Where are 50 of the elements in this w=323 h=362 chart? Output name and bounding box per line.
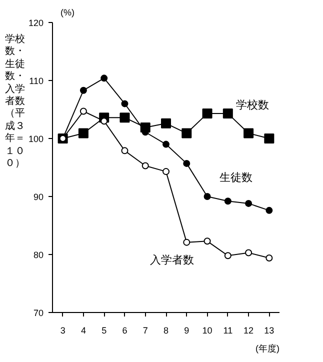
x-axis-title: (年度) xyxy=(256,344,280,354)
y-tick-label: 120 xyxy=(28,18,44,28)
point xyxy=(80,86,87,94)
point xyxy=(78,128,88,138)
point xyxy=(245,200,252,207)
point xyxy=(162,168,170,176)
point xyxy=(100,118,108,125)
x-tick-label: 10 xyxy=(202,326,212,336)
point xyxy=(244,128,254,138)
point xyxy=(222,108,233,119)
x-tick-label: 13 xyxy=(264,326,274,336)
y-tick-label: 110 xyxy=(29,76,44,86)
point xyxy=(264,134,274,144)
y-tick-label: 90 xyxy=(33,192,44,202)
y-tick-label: 80 xyxy=(33,250,44,260)
x-tick-label: 3 xyxy=(60,326,66,336)
x-tick-label: 8 xyxy=(163,326,169,336)
series-label: 学校数 xyxy=(236,98,270,112)
y-tick-label: 70 xyxy=(33,308,44,318)
point xyxy=(266,254,273,262)
series-label: 入学者数 xyxy=(150,253,194,266)
point xyxy=(204,193,211,200)
text: (%) xyxy=(60,8,74,18)
point xyxy=(202,108,212,119)
x-tick-label: 11 xyxy=(223,326,233,336)
x-tick-label: 12 xyxy=(244,326,254,336)
point xyxy=(161,118,171,128)
x-tick-label: 6 xyxy=(122,326,128,336)
point xyxy=(121,100,128,108)
text: 学校数・生徒数・入学者数（平成３年＝１００） xyxy=(5,34,25,170)
point xyxy=(224,252,232,260)
point xyxy=(245,249,252,256)
point xyxy=(80,108,87,115)
point xyxy=(183,238,190,246)
x-tick-label: 4 xyxy=(80,326,86,336)
y-tick-label: 100 xyxy=(28,134,44,144)
point xyxy=(142,162,149,170)
x-tick-label: 7 xyxy=(142,326,148,336)
point xyxy=(162,140,170,148)
point xyxy=(100,74,108,82)
point xyxy=(182,128,192,138)
point xyxy=(266,206,273,214)
point xyxy=(204,238,211,245)
x-tick-label: 5 xyxy=(102,326,107,336)
point xyxy=(120,112,130,123)
point xyxy=(224,198,232,205)
point xyxy=(183,160,190,167)
point xyxy=(121,147,128,154)
series-label: 生徒数 xyxy=(220,170,253,184)
x-tick-label: 9 xyxy=(184,326,190,336)
